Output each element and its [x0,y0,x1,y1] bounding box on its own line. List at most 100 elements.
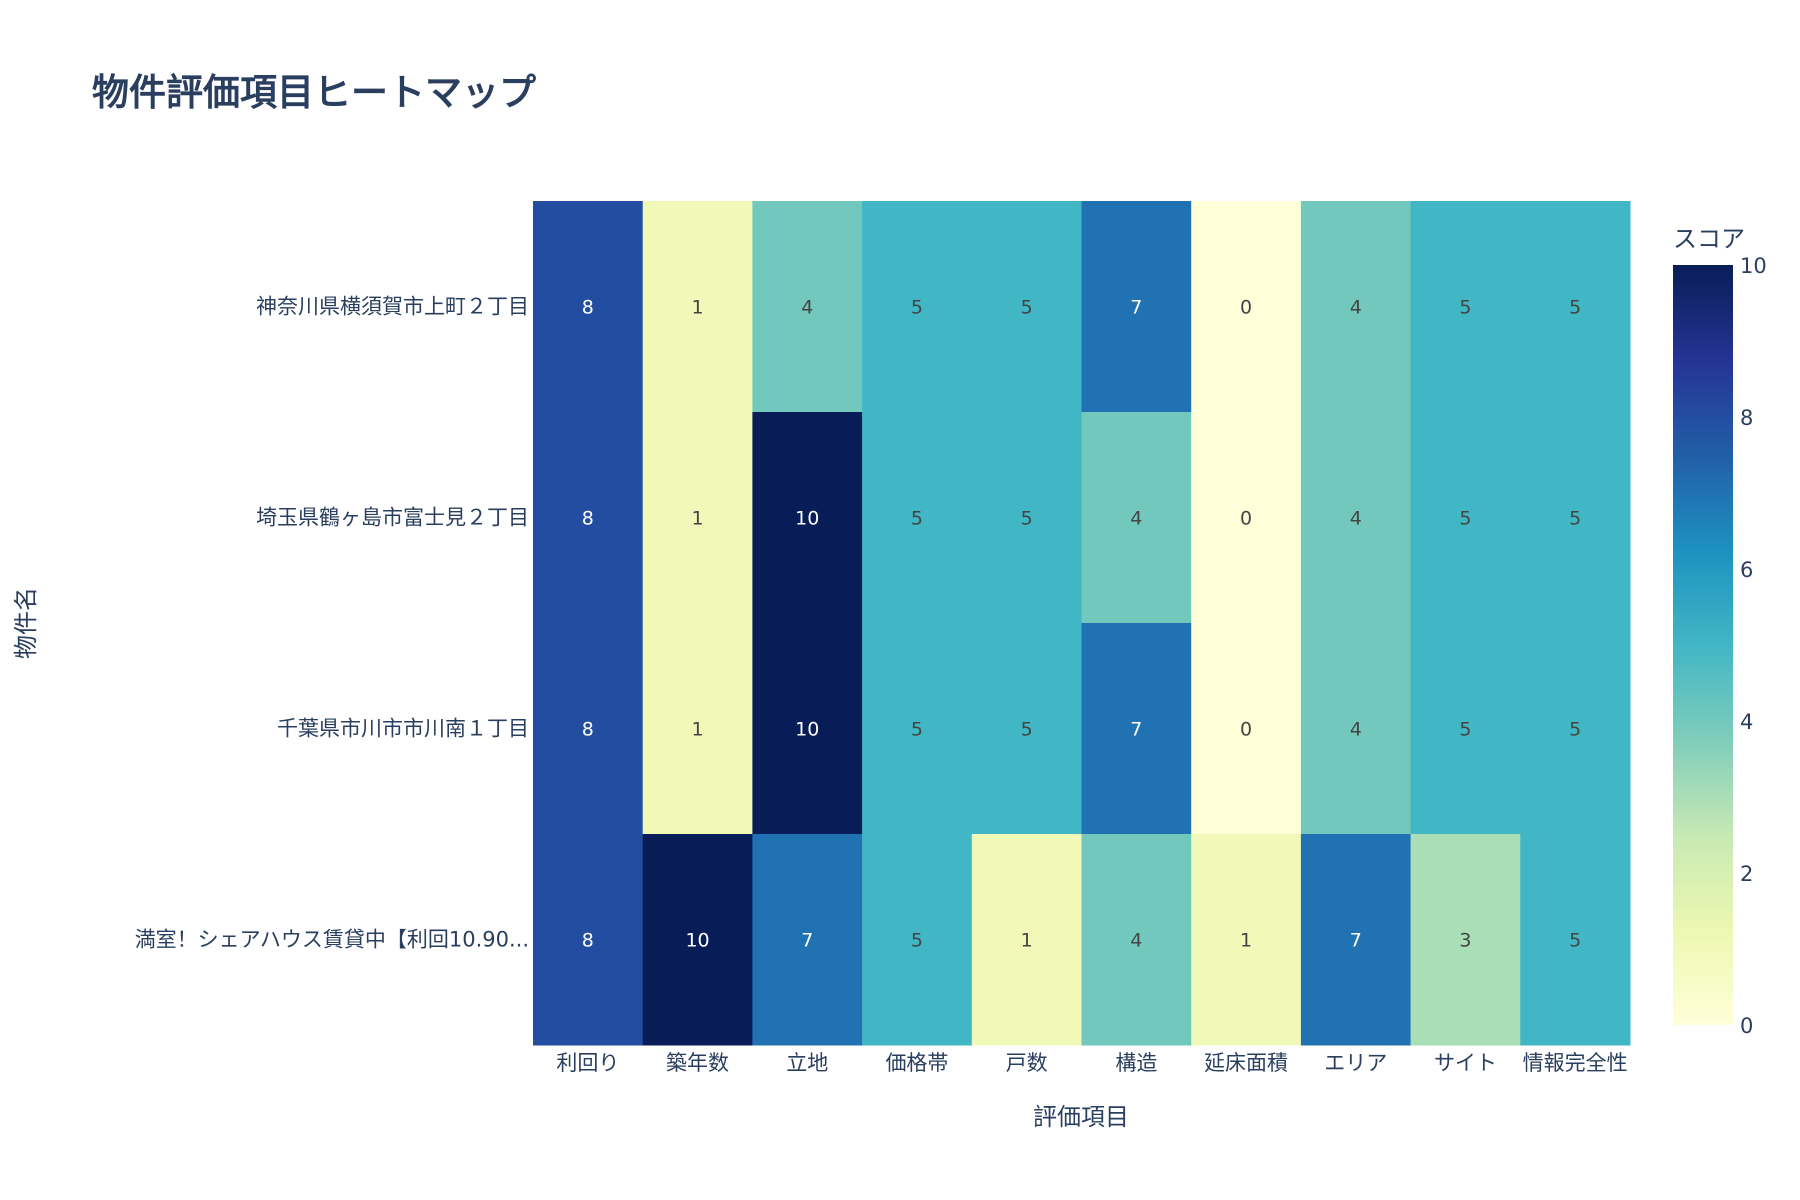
cell-value-label: 10 [795,508,819,530]
heatmap-cell [642,412,753,624]
x-tick-label: サイト [1434,1051,1497,1075]
heatmap-cell [971,834,1082,1046]
cell-value-label: 1 [1240,930,1252,952]
x-tick-label: 構造 [1115,1051,1157,1075]
cell-value-label: 4 [1350,297,1362,319]
heatmap-cell [1520,412,1631,624]
heatmap-cell [971,623,1082,835]
cell-value-label: 8 [582,930,594,952]
cell-value-label: 5 [1569,930,1581,952]
heatmap-cell [533,201,644,413]
cell-value-label: 5 [1459,297,1471,319]
cell-value-label: 1 [692,719,704,741]
heatmap-cell [971,201,1082,413]
x-tick-label: 利回り [556,1051,619,1075]
heatmap-cell [642,834,753,1046]
x-tick-label: エリア [1324,1051,1387,1075]
colorbar-tick-label: 8 [1740,406,1753,430]
cell-value-label: 10 [685,930,709,952]
x-tick-label: 戸数 [1006,1051,1048,1075]
heatmap-cell [1520,834,1631,1046]
colorbar-ticks: 0 2 4 6 8 10 [1740,254,1767,1038]
heatmap-cell [752,623,863,835]
heatmap-cell [1300,412,1412,624]
heatmap-cell [1300,623,1412,835]
heatmap-cell [752,412,863,624]
heatmap-cell [1410,201,1521,413]
colorbar-tick-label: 6 [1740,558,1753,582]
x-axis-ticks: 利回り 築年数 立地 価格帯 戸数 構造 延床面積 エリア サイト 情報完全性 [556,1051,1627,1075]
y-tick-label: 神奈川県横須賀市上町２丁目 [256,295,529,319]
cell-value-label: 10 [795,719,819,741]
y-tick-label: 千葉県市川市市川南１丁目 [277,717,529,741]
heatmap-cell [642,201,753,413]
cell-value-label: 4 [1130,508,1142,530]
cell-value-label: 5 [1569,297,1581,319]
heatmap-cell [1081,412,1192,624]
cell-value-label: 1 [1021,930,1033,952]
cell-value-label: 5 [911,719,923,741]
cell-value-label: 4 [1350,508,1362,530]
heatmap-cell [862,412,973,624]
heatmap-cell [1300,201,1412,413]
colorbar-tick-label: 0 [1740,1014,1753,1038]
heatmap-cell [1081,201,1192,413]
heatmap-cell [1081,834,1192,1046]
cell-value-label: 5 [911,930,923,952]
chart-title: 物件評価項目ヒートマップ [92,71,536,114]
heatmap-cell [533,623,644,835]
cell-value-label: 3 [1459,930,1471,952]
heatmap-cell [752,834,863,1046]
heatmap-cell [862,623,973,835]
x-tick-label: 価格帯 [885,1051,948,1075]
cell-value-label: 5 [1459,719,1471,741]
cell-value-label: 5 [1569,719,1581,741]
y-tick-label: 満室！シェアハウス賃貸中【利回10.90... [135,928,529,952]
cell-value-label: 4 [801,297,813,319]
cell-value-label: 0 [1240,508,1252,530]
x-tick-label: 情報完全性 [1523,1051,1628,1075]
cell-value-label: 8 [582,508,594,530]
cell-value-label: 4 [1130,930,1142,952]
y-axis-ticks: 神奈川県横須賀市上町２丁目埼玉県鶴ヶ島市富士見２丁目千葉県市川市市川南１丁目満室… [135,295,529,952]
heatmap-cell [752,201,863,413]
heatmap-cell [1081,623,1192,835]
x-tick-label: 延床面積 [1204,1051,1288,1075]
cell-value-label: 4 [1350,719,1362,741]
heatmap-cell [1191,412,1302,624]
cell-value-label: 8 [582,719,594,741]
heatmap-cell [1300,834,1412,1046]
cell-value-label: 5 [1569,508,1581,530]
colorbar-title: スコア [1673,225,1745,253]
heatmap-cell [533,412,644,624]
cell-value-label: 5 [1021,508,1033,530]
heatmap-cell [1191,834,1302,1046]
heatmap-cell [533,834,644,1046]
cell-value-label: 5 [911,508,923,530]
heatmap-cells: 8 1 4 5 5 7 0 4 5 5 8 1 10 5 5 4 0 4 5 5 8 1 10 5 5 7 0 4 5 5 8 10 7 5 1 4 1… [533,201,1631,1046]
colorbar-tick-label: 4 [1740,710,1753,734]
heatmap-cell [971,412,1082,624]
y-tick-label: 埼玉県鶴ヶ島市富士見２丁目 [256,506,529,530]
cell-value-label: 0 [1240,297,1252,319]
heatmap-cell [862,201,973,413]
colorbar-tick-label: 2 [1740,862,1753,886]
heatmap-cell [1410,834,1521,1046]
y-axis-title: 物件名 [12,587,40,659]
heatmap-cell [1520,201,1631,413]
heatmap-cell [1410,412,1521,624]
heatmap-cell [1191,201,1302,413]
cell-value-label: 7 [1130,719,1142,741]
heatmap-cell [862,834,973,1046]
cell-value-label: 5 [1021,297,1033,319]
cell-value-label: 1 [692,508,704,530]
cell-value-label: 7 [801,930,813,952]
cell-value-label: 8 [582,297,594,319]
x-axis-title: 評価項目 [1033,1103,1129,1131]
cell-value-label: 7 [1350,930,1362,952]
cell-value-label: 5 [1459,508,1471,530]
cell-value-label: 5 [911,297,923,319]
heatmap-cell [642,623,753,835]
cell-value-label: 1 [692,297,704,319]
